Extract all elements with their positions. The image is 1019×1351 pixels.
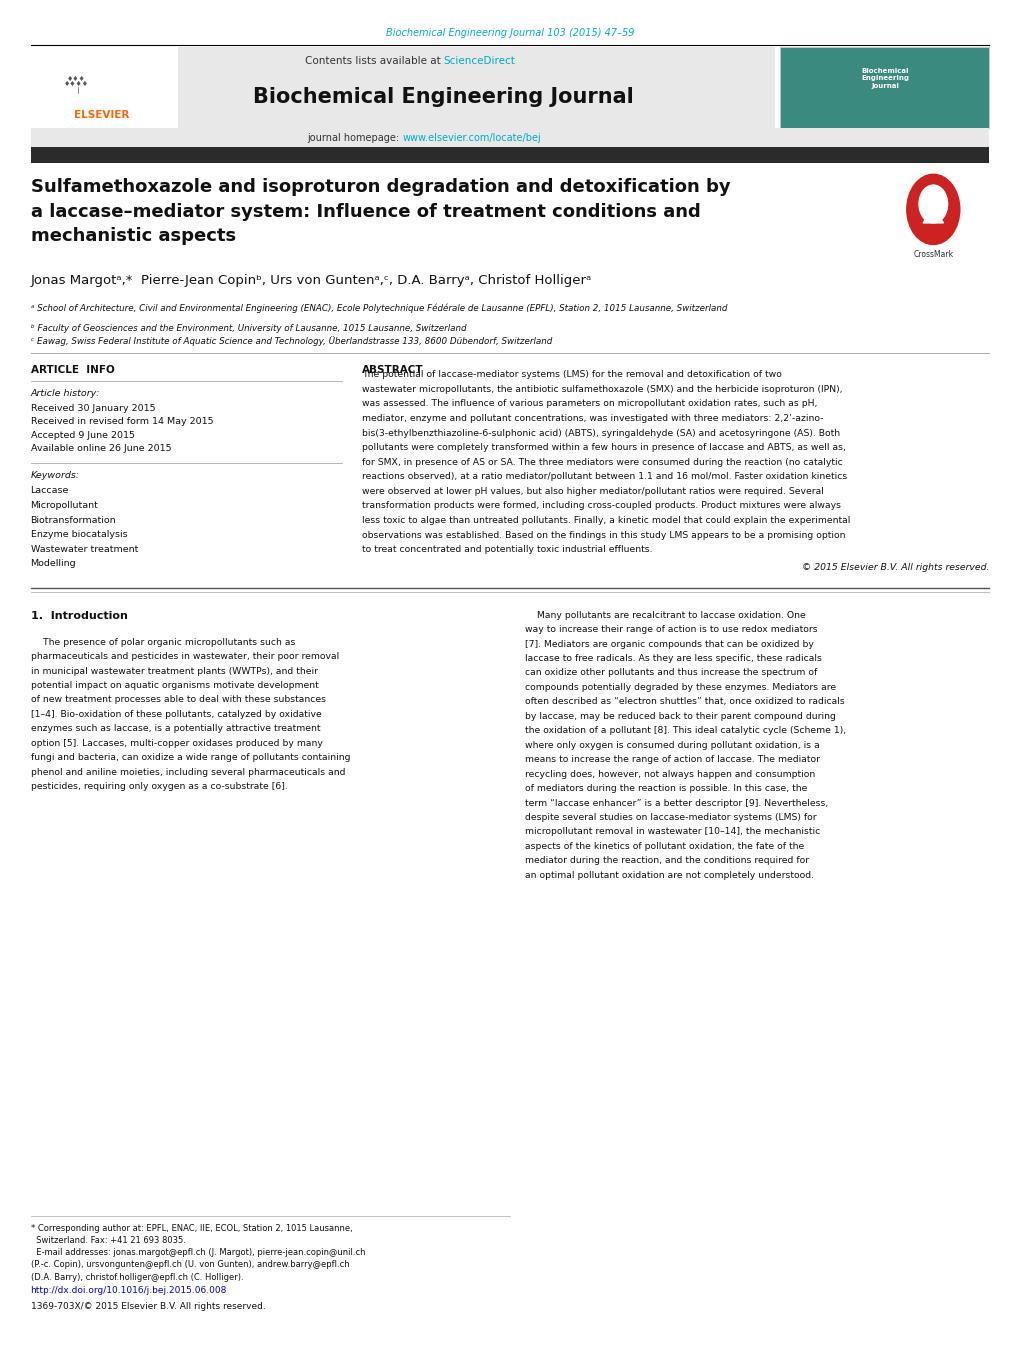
Text: enzymes such as laccase, is a potentially attractive treatment: enzymes such as laccase, is a potentiall… xyxy=(31,724,320,734)
Text: where only oxygen is consumed during pollutant oxidation, is a: where only oxygen is consumed during pol… xyxy=(525,740,819,750)
Text: potential impact on aquatic organisms motivate development: potential impact on aquatic organisms mo… xyxy=(31,681,318,690)
Text: [1–4]. Bio-oxidation of these pollutants, catalyzed by oxidative: [1–4]. Bio-oxidation of these pollutants… xyxy=(31,711,321,719)
Text: Received in revised form 14 May 2015: Received in revised form 14 May 2015 xyxy=(31,417,213,427)
Text: The presence of polar organic micropollutants such as: The presence of polar organic micropollu… xyxy=(31,638,294,647)
Text: aspects of the kinetics of pollutant oxidation, the fate of the: aspects of the kinetics of pollutant oxi… xyxy=(525,842,804,851)
Text: an optimal pollutant oxidation are not completely understood.: an optimal pollutant oxidation are not c… xyxy=(525,871,813,880)
Text: 1.  Introduction: 1. Introduction xyxy=(31,611,127,620)
Text: was assessed. The influence of various parameters on micropollutant oxidation ra: was assessed. The influence of various p… xyxy=(362,400,816,408)
Text: Jonas Margotᵃ,*  Pierre-Jean Copinᵇ, Urs von Guntenᵃ,ᶜ, D.A. Barryᵃ, Christof Ho: Jonas Margotᵃ,* Pierre-Jean Copinᵇ, Urs … xyxy=(31,274,591,288)
Text: ᵇ Faculty of Geosciences and the Environment, University of Lausanne, 1015 Lausa: ᵇ Faculty of Geosciences and the Environ… xyxy=(31,324,466,334)
Text: in municipal wastewater treatment plants (WWTPs), and their: in municipal wastewater treatment plants… xyxy=(31,666,317,676)
Text: mediator, enzyme and pollutant concentrations, was investigated with three media: mediator, enzyme and pollutant concentra… xyxy=(362,413,822,423)
Text: Available online 26 June 2015: Available online 26 June 2015 xyxy=(31,444,171,454)
Text: pollutants were completely transformed within a few hours in presence of laccase: pollutants were completely transformed w… xyxy=(362,443,845,453)
Text: Laccase: Laccase xyxy=(31,486,69,496)
Polygon shape xyxy=(922,207,943,223)
Text: (P.-c. Copin), ursvongunten@epfl.ch (U. von Gunten), andrew.barry@epfl.ch: (P.-c. Copin), ursvongunten@epfl.ch (U. … xyxy=(31,1260,348,1270)
Text: (D.A. Barry), christof.holliger@epfl.ch (C. Holliger).: (D.A. Barry), christof.holliger@epfl.ch … xyxy=(31,1273,243,1282)
Text: http://dx.doi.org/10.1016/j.bej.2015.06.008: http://dx.doi.org/10.1016/j.bej.2015.06.… xyxy=(31,1286,227,1296)
Text: reactions observed), at a ratio mediator/pollutant between 1.1 and 16 mol/mol. F: reactions observed), at a ratio mediator… xyxy=(362,473,847,481)
Text: wastewater micropollutants, the antibiotic sulfamethoxazole (SMX) and the herbic: wastewater micropollutants, the antibiot… xyxy=(362,385,842,393)
Text: Received 30 January 2015: Received 30 January 2015 xyxy=(31,404,155,413)
Text: journal homepage:: journal homepage: xyxy=(308,132,403,143)
Text: means to increase the range of action of laccase. The mediator: means to increase the range of action of… xyxy=(525,755,819,765)
Text: compounds potentially degraded by these enzymes. Mediators are: compounds potentially degraded by these … xyxy=(525,684,836,692)
FancyBboxPatch shape xyxy=(31,147,988,163)
Text: Sulfamethoxazole and isoproturon degradation and detoxification by
a laccase–med: Sulfamethoxazole and isoproturon degrada… xyxy=(31,178,730,245)
Text: Biochemical
Engineering
Journal: Biochemical Engineering Journal xyxy=(860,68,909,89)
Circle shape xyxy=(918,185,947,223)
Text: Enzyme biocatalysis: Enzyme biocatalysis xyxy=(31,530,127,539)
Text: option [5]. Laccases, multi-copper oxidases produced by many: option [5]. Laccases, multi-copper oxida… xyxy=(31,739,322,748)
Text: mediator during the reaction, and the conditions required for: mediator during the reaction, and the co… xyxy=(525,857,809,866)
Text: ABSTRACT: ABSTRACT xyxy=(362,365,423,374)
FancyBboxPatch shape xyxy=(780,47,988,128)
Text: Biotransformation: Biotransformation xyxy=(31,516,116,524)
Text: The potential of laccase-mediator systems (LMS) for the removal and detoxificati: The potential of laccase-mediator system… xyxy=(362,370,782,380)
Text: E-mail addresses: jonas.margot@epfl.ch (J. Margot), pierre-jean.copin@unil.ch: E-mail addresses: jonas.margot@epfl.ch (… xyxy=(31,1248,365,1258)
Text: Switzerland. Fax: +41 21 693 8035.: Switzerland. Fax: +41 21 693 8035. xyxy=(31,1236,185,1246)
Text: laccase to free radicals. As they are less specific, these radicals: laccase to free radicals. As they are le… xyxy=(525,654,821,663)
FancyBboxPatch shape xyxy=(31,47,774,128)
Text: by laccase, may be reduced back to their parent compound during: by laccase, may be reduced back to their… xyxy=(525,712,836,721)
Text: often described as “electron shuttles” that, once oxidized to radicals: often described as “electron shuttles” t… xyxy=(525,697,844,707)
Text: ♦♦♦
♦♦♦♦
  |: ♦♦♦ ♦♦♦♦ | xyxy=(64,76,89,93)
Text: ᶜ Eawag, Swiss Federal Institute of Aquatic Science and Technology, Überlandstra: ᶜ Eawag, Swiss Federal Institute of Aqua… xyxy=(31,336,551,346)
Text: Accepted 9 June 2015: Accepted 9 June 2015 xyxy=(31,431,135,440)
Circle shape xyxy=(906,174,959,245)
Text: less toxic to algae than untreated pollutants. Finally, a kinetic model that cou: less toxic to algae than untreated pollu… xyxy=(362,516,850,526)
Text: way to increase their range of action is to use redox mediators: way to increase their range of action is… xyxy=(525,626,817,634)
Text: term “laccase enhancer” is a better descriptor [9]. Nevertheless,: term “laccase enhancer” is a better desc… xyxy=(525,798,827,808)
Text: www.elsevier.com/locate/bej: www.elsevier.com/locate/bej xyxy=(403,132,541,143)
Text: Biochemical Engineering Journal: Biochemical Engineering Journal xyxy=(253,88,634,107)
Text: ELSEVIER: ELSEVIER xyxy=(74,109,129,120)
Text: for SMX, in presence of AS or SA. The three mediators were consumed during the r: for SMX, in presence of AS or SA. The th… xyxy=(362,458,842,466)
Text: Wastewater treatment: Wastewater treatment xyxy=(31,544,138,554)
Text: ScienceDirect: ScienceDirect xyxy=(443,55,515,66)
FancyBboxPatch shape xyxy=(31,47,178,128)
Text: Biochemical Engineering Journal 103 (2015) 47–59: Biochemical Engineering Journal 103 (201… xyxy=(385,28,634,38)
Text: can oxidize other pollutants and thus increase the spectrum of: can oxidize other pollutants and thus in… xyxy=(525,669,817,677)
Text: ARTICLE  INFO: ARTICLE INFO xyxy=(31,365,114,374)
Text: were observed at lower pH values, but also higher mediator/pollutant ratios were: were observed at lower pH values, but al… xyxy=(362,486,823,496)
Text: Micropollutant: Micropollutant xyxy=(31,501,99,509)
Text: to treat concentrated and potentially toxic industrial effluents.: to treat concentrated and potentially to… xyxy=(362,546,652,554)
Text: recycling does, however, not always happen and consumption: recycling does, however, not always happ… xyxy=(525,770,815,778)
Text: 1369-703X/© 2015 Elsevier B.V. All rights reserved.: 1369-703X/© 2015 Elsevier B.V. All right… xyxy=(31,1302,265,1312)
Text: Keywords:: Keywords: xyxy=(31,471,79,481)
Text: fungi and bacteria, can oxidize a wide range of pollutants containing: fungi and bacteria, can oxidize a wide r… xyxy=(31,754,350,762)
Text: * Corresponding author at: EPFL, ENAC, IIE, ECOL, Station 2, 1015 Lausanne,: * Corresponding author at: EPFL, ENAC, I… xyxy=(31,1224,352,1233)
Text: transformation products were formed, including cross-coupled products. Product m: transformation products were formed, inc… xyxy=(362,501,841,511)
Text: observations was established. Based on the findings in this study LMS appears to: observations was established. Based on t… xyxy=(362,531,845,539)
Text: pesticides, requiring only oxygen as a co-substrate [6].: pesticides, requiring only oxygen as a c… xyxy=(31,782,287,792)
FancyBboxPatch shape xyxy=(31,128,988,147)
Text: phenol and aniline moieties, including several pharmaceuticals and: phenol and aniline moieties, including s… xyxy=(31,767,344,777)
Text: [7]. Mediators are organic compounds that can be oxidized by: [7]. Mediators are organic compounds tha… xyxy=(525,639,813,648)
Text: of new treatment processes able to deal with these substances: of new treatment processes able to deal … xyxy=(31,696,325,704)
Text: the oxidation of a pollutant [8]. This ideal catalytic cycle (Scheme 1),: the oxidation of a pollutant [8]. This i… xyxy=(525,727,846,735)
Text: despite several studies on laccase-mediator systems (LMS) for: despite several studies on laccase-media… xyxy=(525,813,816,821)
Text: Modelling: Modelling xyxy=(31,559,76,569)
Text: Contents lists available at: Contents lists available at xyxy=(305,55,443,66)
Text: Article history:: Article history: xyxy=(31,389,100,399)
Text: micropollutant removal in wastewater [10–14], the mechanistic: micropollutant removal in wastewater [10… xyxy=(525,827,819,836)
Text: Many pollutants are recalcitrant to laccase oxidation. One: Many pollutants are recalcitrant to lacc… xyxy=(525,611,805,620)
Text: © 2015 Elsevier B.V. All rights reserved.: © 2015 Elsevier B.V. All rights reserved… xyxy=(801,562,988,571)
Text: ᵃ School of Architecture, Civil and Environmental Engineering (ENAC), Ecole Poly: ᵃ School of Architecture, Civil and Envi… xyxy=(31,304,727,313)
Text: pharmaceuticals and pesticides in wastewater, their poor removal: pharmaceuticals and pesticides in wastew… xyxy=(31,653,338,661)
Text: CrossMark: CrossMark xyxy=(912,250,953,259)
Text: of mediators during the reaction is possible. In this case, the: of mediators during the reaction is poss… xyxy=(525,784,807,793)
Text: bis(3-ethylbenzthiazoline-6-sulphonic acid) (ABTS), syringaldehyde (SA) and acet: bis(3-ethylbenzthiazoline-6-sulphonic ac… xyxy=(362,428,840,438)
